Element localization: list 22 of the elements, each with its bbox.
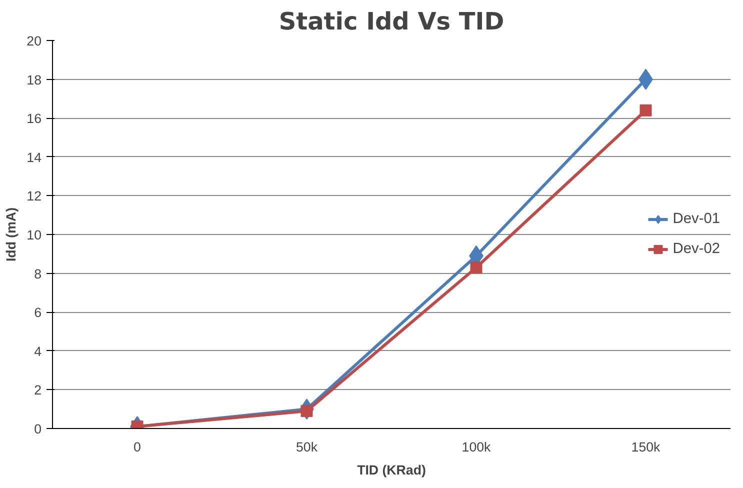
y-tick-label: 20 bbox=[26, 34, 42, 48]
point bbox=[470, 261, 482, 274]
x-tick-label: 50k bbox=[296, 440, 318, 454]
x-tick-label: 150k bbox=[631, 440, 661, 454]
legend-label: Dev-02 bbox=[672, 241, 720, 257]
y-tick-label: 14 bbox=[26, 150, 42, 165]
y-axis-title: Idd (mA) bbox=[4, 207, 19, 262]
x-tick-label: 0 bbox=[134, 440, 141, 454]
x-tick-label: 100k bbox=[462, 440, 492, 454]
y-tick-label: 16 bbox=[26, 111, 42, 126]
legend-label: Dev-01 bbox=[672, 211, 720, 227]
chart-title: Static Idd Vs TID bbox=[278, 8, 504, 36]
point bbox=[640, 104, 652, 116]
y-tick-label: 10 bbox=[26, 228, 42, 242]
y-tick-label: 12 bbox=[26, 188, 42, 204]
y-tick-label: 6 bbox=[34, 305, 42, 320]
y-tick-label: 2 bbox=[34, 382, 42, 398]
y-tick-label: 0 bbox=[34, 422, 42, 436]
x-axis-title: TID (KRad) bbox=[357, 462, 426, 478]
y-tick-label: 8 bbox=[34, 266, 42, 282]
y-tick-label: 18 bbox=[26, 72, 42, 88]
y-tick-label: 4 bbox=[34, 344, 42, 359]
